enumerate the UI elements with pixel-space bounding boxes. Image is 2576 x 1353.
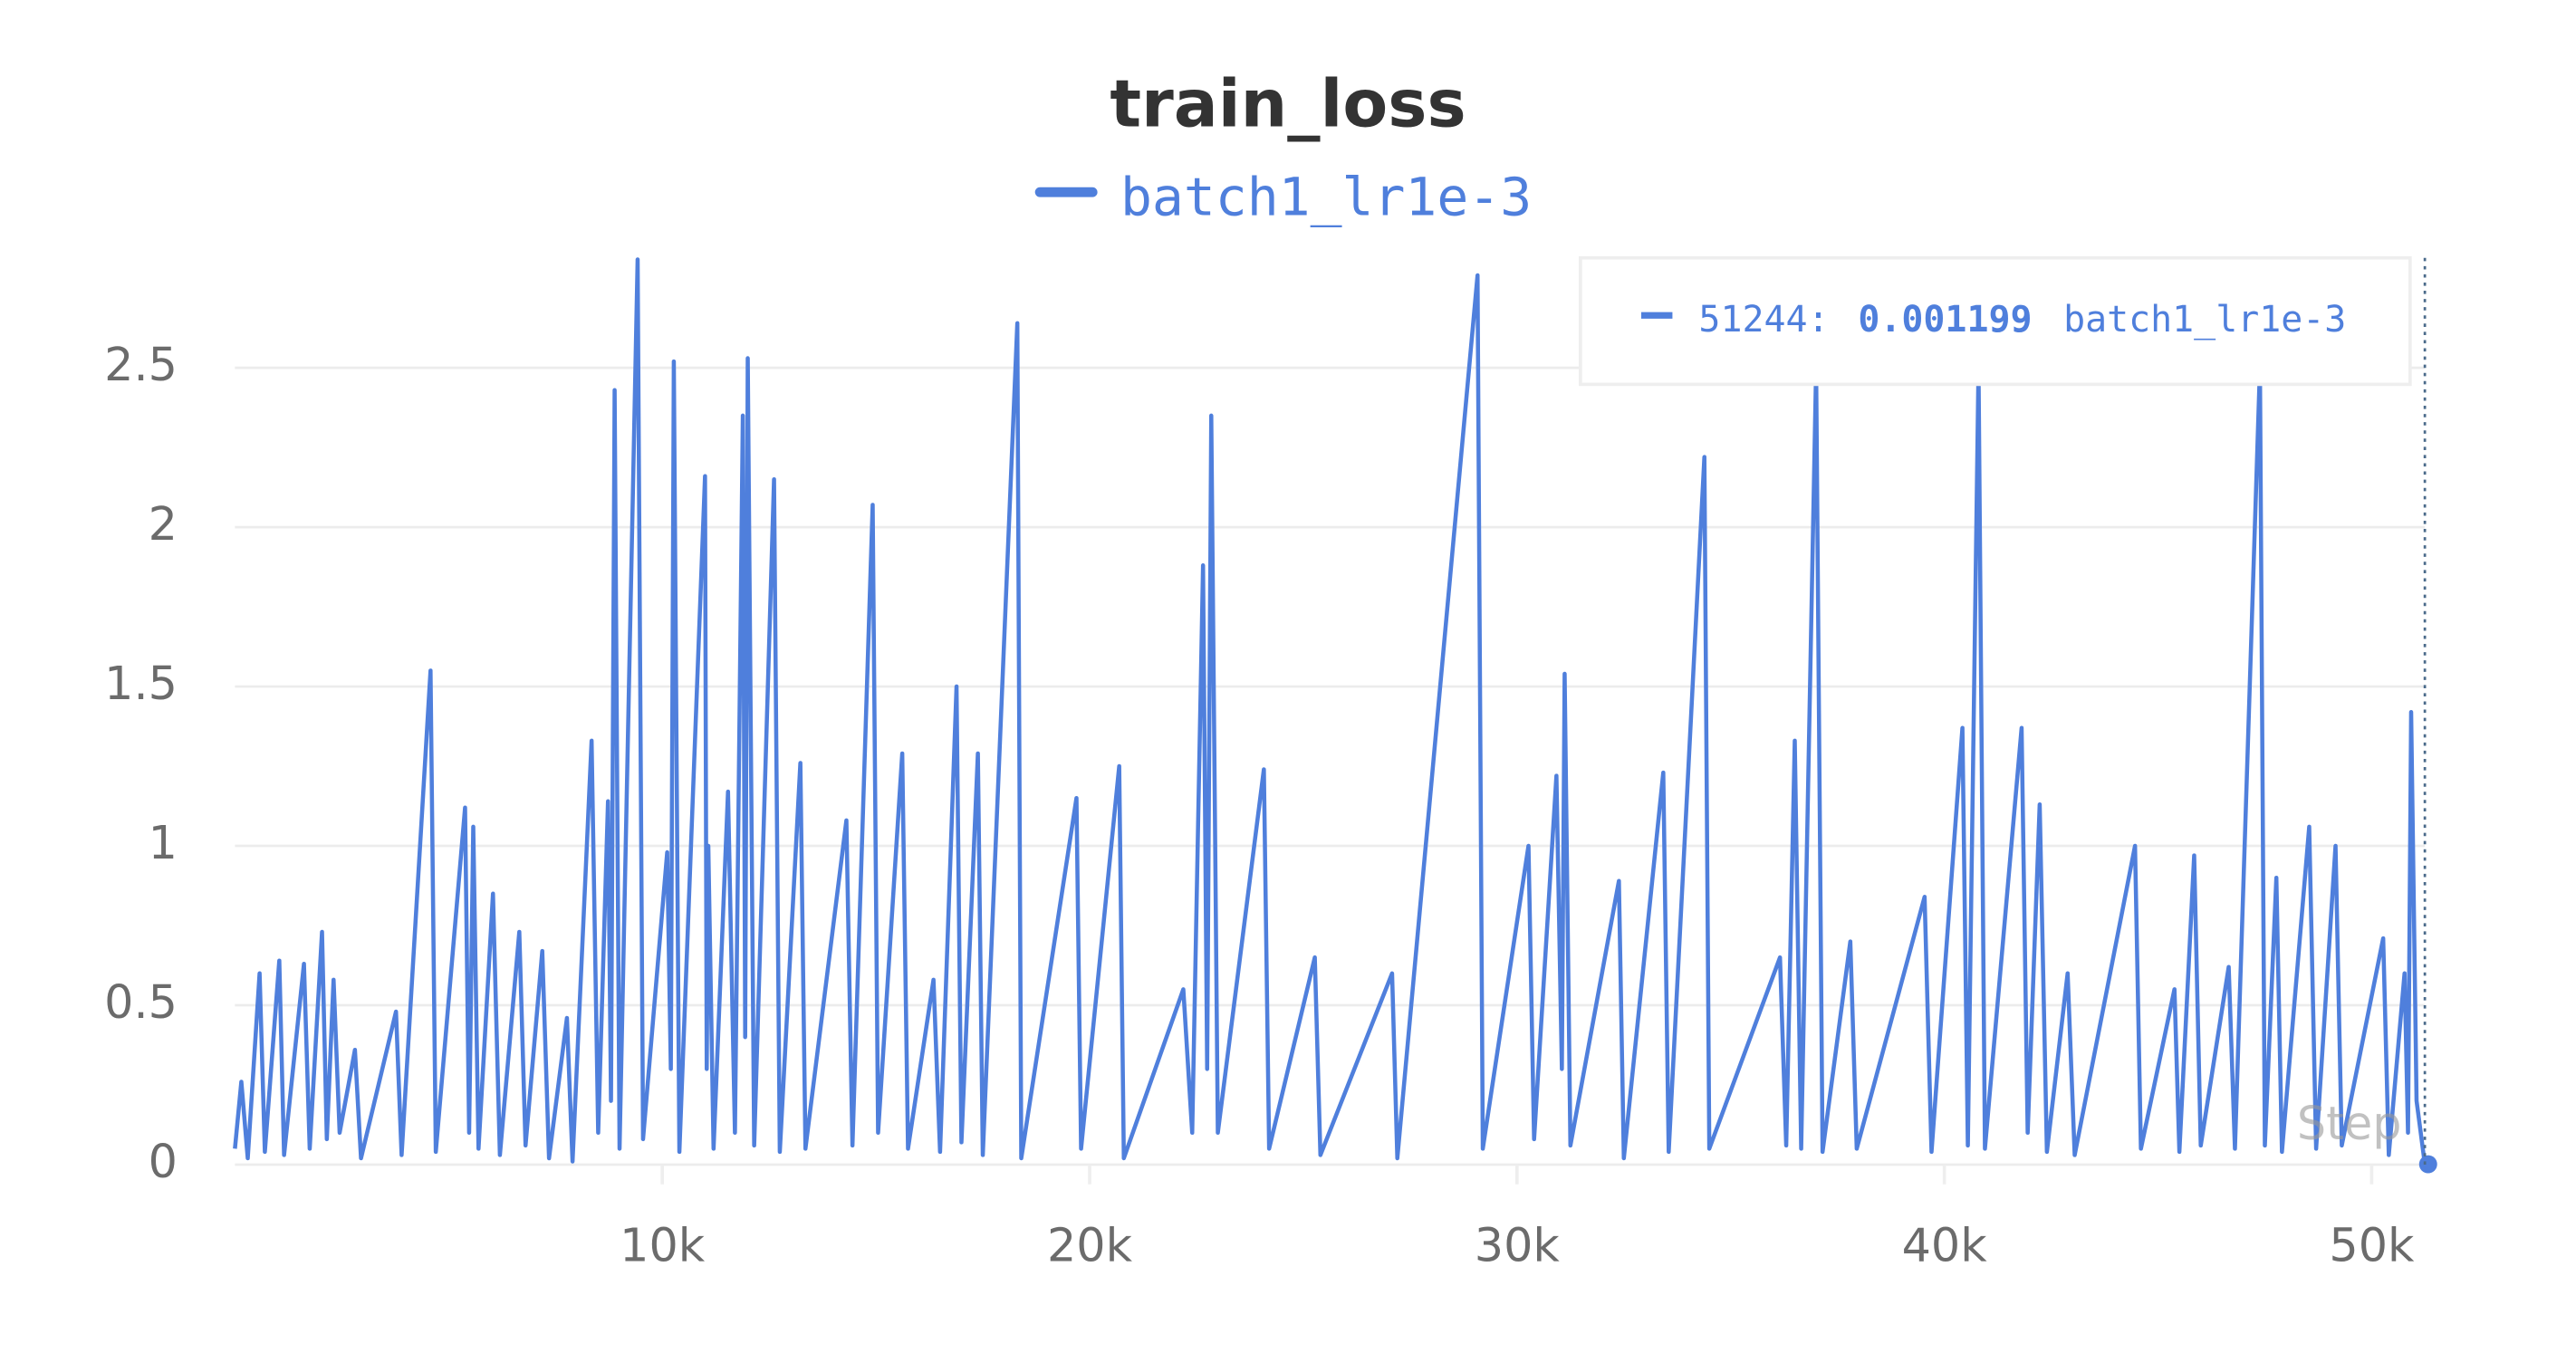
y-tick-label: 0.5	[104, 975, 178, 1029]
x-tick-label: 30k	[1475, 1218, 1561, 1271]
x-axis-label: Step	[2297, 1097, 2402, 1150]
tooltip-box	[1579, 255, 2412, 387]
y-tick-label: 1.5	[104, 657, 178, 710]
end-point	[2418, 1155, 2437, 1174]
grid: 0 0.5 1 1.5 2 2.5 10k 20k 30k 40k 50k	[104, 338, 2426, 1271]
y-tick-label: 1	[149, 816, 178, 869]
tooltip-step: 51244:	[1698, 299, 1829, 341]
tooltip-value: 0.001199	[1858, 299, 2032, 341]
x-tick-label: 40k	[1902, 1218, 1988, 1271]
tooltip-series: batch1_lr1e-3	[2063, 299, 2346, 341]
data-line	[233, 257, 2427, 1165]
legend-label[interactable]: batch1_lr1e-3	[1120, 166, 1532, 227]
x-tick-label: 50k	[2329, 1218, 2415, 1271]
tooltip: 51244: 0.001199 batch1_lr1e-3	[1579, 255, 2412, 387]
x-tick-label: 10k	[620, 1218, 706, 1271]
chart-title: train_loss	[1110, 67, 1466, 143]
y-tick-label: 2	[149, 497, 178, 551]
y-tick-label: 0	[149, 1135, 178, 1188]
y-tick-label: 2.5	[104, 338, 178, 391]
plot-area	[233, 257, 2437, 1174]
x-tick-label: 20k	[1047, 1218, 1133, 1271]
